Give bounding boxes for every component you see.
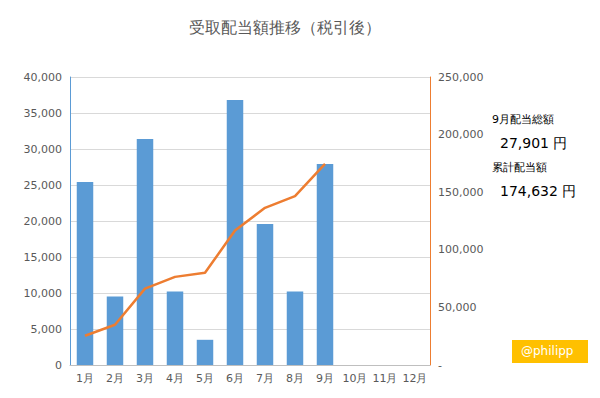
svg-text:5,000: 5,000 [31,323,63,336]
svg-text:2月: 2月 [106,372,124,385]
svg-text:5月: 5月 [196,372,214,385]
svg-text:1月: 1月 [76,372,94,385]
svg-text:27,901 円: 27,901 円 [500,135,567,151]
svg-text:-: - [438,359,442,372]
svg-text:6月: 6月 [226,372,244,385]
svg-text:15,000: 15,000 [24,251,63,264]
svg-text:20,000: 20,000 [24,215,63,228]
svg-text:10,000: 10,000 [24,287,63,300]
svg-text:100,000: 100,000 [438,243,484,256]
svg-text:40,000: 40,000 [24,71,63,84]
svg-text:174,632 円: 174,632 円 [500,183,576,199]
svg-text:35,000: 35,000 [24,107,63,120]
svg-text:4月: 4月 [166,372,184,385]
svg-text:8月: 8月 [286,372,304,385]
svg-text:@philipp: @philipp [521,344,573,358]
svg-text:10月: 10月 [343,372,368,385]
svg-text:累計配当額: 累計配当額 [492,161,547,174]
svg-text:30,000: 30,000 [24,143,63,156]
svg-text:12月: 12月 [403,372,428,385]
svg-text:9月配当総額: 9月配当総額 [492,113,554,126]
svg-text:250,000: 250,000 [438,71,484,84]
svg-text:200,000: 200,000 [438,128,484,141]
svg-text:3月: 3月 [136,372,154,385]
svg-text:9月: 9月 [316,372,334,385]
svg-text:0: 0 [55,359,62,372]
svg-text:25,000: 25,000 [24,179,63,192]
svg-text:50,000: 50,000 [438,301,477,314]
svg-text:11月: 11月 [373,372,398,385]
svg-text:7月: 7月 [256,372,274,385]
svg-text:150,000: 150,000 [438,186,484,199]
svg-text:受取配当額推移（税引後）: 受取配当額推移（税引後） [189,18,381,37]
